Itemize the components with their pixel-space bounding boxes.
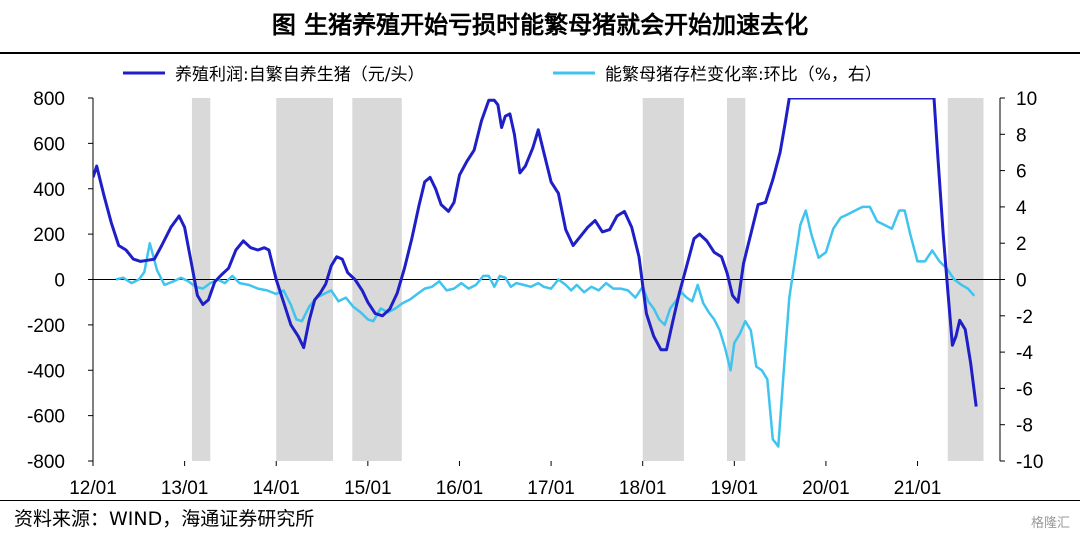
x-tick-label: 19/01	[711, 478, 759, 499]
x-tick-label: 16/01	[436, 478, 484, 499]
right-tick-label: 2	[1016, 234, 1027, 255]
right-tick-label: 6	[1016, 162, 1027, 183]
right-tick-label: -4	[1016, 343, 1033, 364]
x-tick-label: 18/01	[619, 478, 667, 499]
watermark-logo: 格隆汇	[1030, 516, 1070, 531]
left-tick-label: -600	[27, 407, 65, 428]
x-tick-label: 14/01	[252, 478, 300, 499]
left-tick-label: -800	[27, 452, 65, 473]
chart-canvas: 800 600 400 200 0 -200 -400 -600 -800 10 8 6 4 2 0 -2 -…	[27, 65, 1044, 499]
right-tick-label: 4	[1016, 198, 1027, 219]
x-tick-label: 13/01	[161, 478, 209, 499]
left-tick-label: 0	[54, 271, 65, 292]
series-lines	[93, 98, 978, 448]
x-tick-label: 21/01	[894, 478, 942, 499]
source-note: 资料来源：WIND，海通证券研究所	[14, 508, 315, 530]
right-tick-label: -2	[1016, 307, 1033, 328]
right-tick-label: -8	[1016, 416, 1033, 437]
legend: 养殖利润:自繁自养生猪（元/头） 能繁母猪存栏变化率:环比（%，右）	[123, 65, 882, 85]
left-tick-label: -200	[27, 316, 65, 337]
left-tick-label: 400	[33, 180, 65, 201]
title-divider	[0, 52, 1080, 54]
right-y-axis-ticks: 10 8 6 4 2 0 -2 -4 -6 -8 -10	[1000, 89, 1043, 473]
x-tick-label: 12/01	[69, 478, 117, 499]
source-divider	[0, 500, 1080, 501]
legend-label-sows: 能繁母猪存栏变化率:环比（%，右）	[605, 65, 882, 85]
right-tick-label: 0	[1016, 271, 1027, 292]
x-axis-ticks: 12/01 13/01 14/01 15/01 16/01 17/01 18/01 19/01…	[69, 461, 941, 499]
left-tick-label: -400	[27, 361, 65, 382]
right-tick-label: 10	[1016, 89, 1037, 110]
series-line-profit	[93, 98, 978, 407]
series-line-sows	[115, 205, 976, 448]
chart-title: 图 生猪养殖开始亏损时能繁母猪就会开始加速去化	[271, 11, 809, 39]
left-tick-label: 800	[33, 89, 65, 110]
right-tick-label: -6	[1016, 379, 1033, 400]
x-tick-label: 15/01	[344, 478, 392, 499]
right-tick-label: 8	[1016, 125, 1027, 146]
left-y-axis-ticks: 800 600 400 200 0 -200 -400 -600 -800	[27, 89, 93, 473]
legend-label-profit: 养殖利润:自繁自养生猪（元/头）	[175, 65, 424, 85]
left-tick-label: 600	[33, 134, 65, 155]
x-tick-label: 17/01	[527, 478, 575, 499]
x-tick-label: 20/01	[802, 478, 850, 499]
right-tick-label: -10	[1016, 452, 1043, 473]
left-tick-label: 200	[33, 225, 65, 246]
